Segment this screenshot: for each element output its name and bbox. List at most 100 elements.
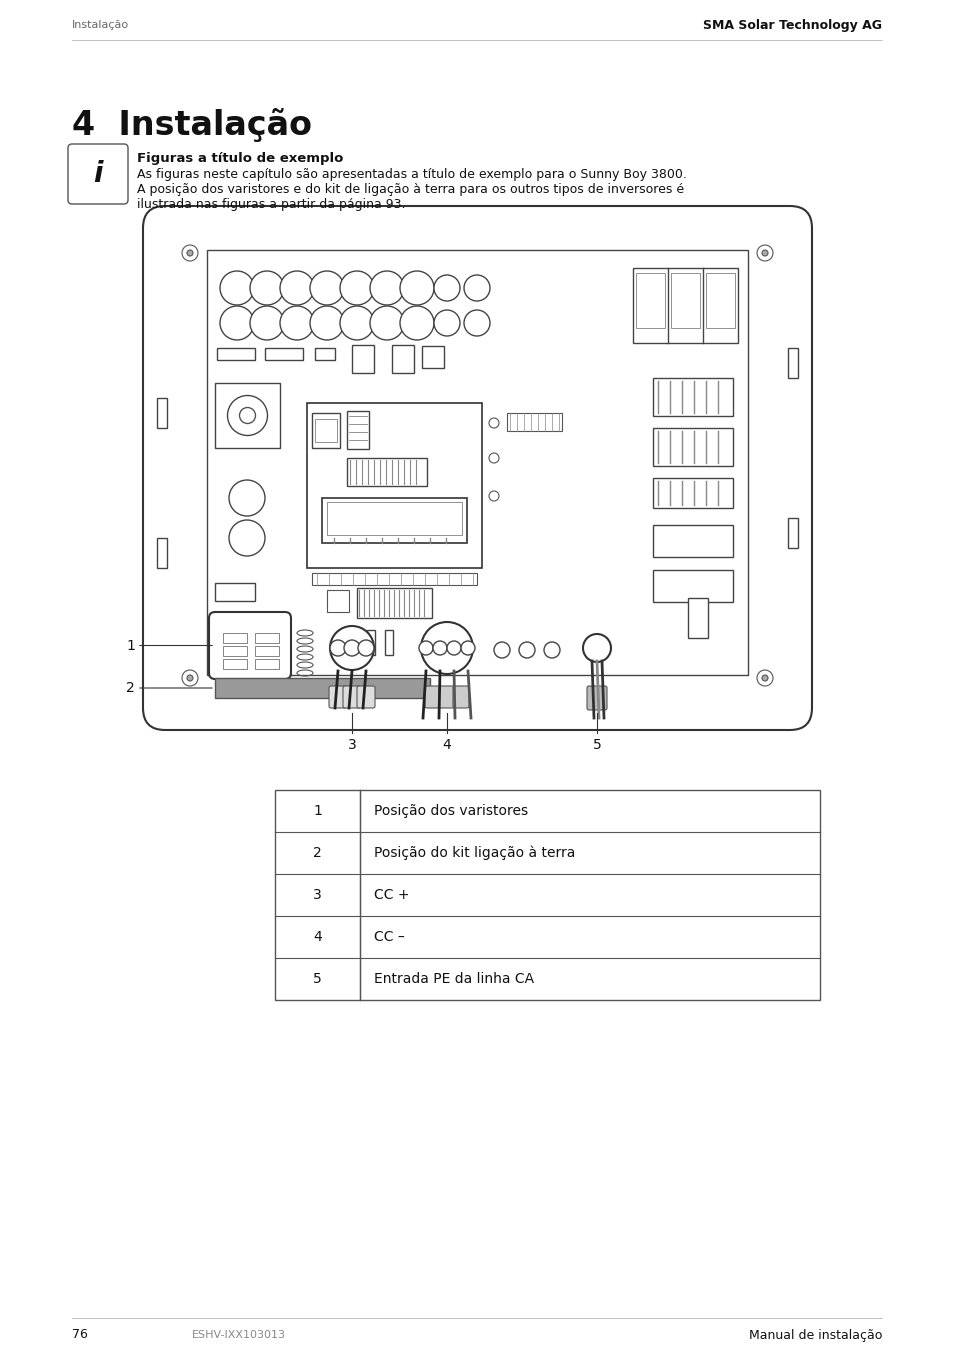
Circle shape: [330, 626, 374, 671]
Bar: [633, 268, 738, 343]
Bar: [356, 588, 432, 618]
Circle shape: [489, 453, 498, 462]
Bar: [652, 479, 732, 508]
Text: 4: 4: [442, 738, 451, 752]
Bar: [327, 502, 461, 535]
Bar: [214, 677, 430, 698]
Bar: [223, 646, 247, 656]
Text: i: i: [93, 160, 103, 188]
Circle shape: [761, 675, 767, 681]
Text: 2: 2: [126, 681, 135, 695]
Text: 4: 4: [313, 930, 321, 944]
Bar: [652, 571, 732, 602]
Bar: [787, 518, 797, 548]
Bar: [265, 347, 303, 360]
Circle shape: [182, 245, 198, 261]
Circle shape: [757, 671, 772, 685]
FancyBboxPatch shape: [586, 685, 606, 710]
Text: 1: 1: [313, 804, 321, 818]
Bar: [214, 583, 254, 602]
Circle shape: [399, 270, 434, 306]
Circle shape: [339, 270, 374, 306]
FancyBboxPatch shape: [68, 145, 128, 204]
Circle shape: [433, 641, 447, 654]
Text: 1: 1: [126, 638, 135, 653]
Bar: [385, 630, 393, 654]
Bar: [223, 658, 247, 669]
Text: 3: 3: [313, 888, 321, 902]
Bar: [216, 347, 254, 360]
Circle shape: [494, 642, 510, 658]
Bar: [254, 633, 278, 644]
FancyBboxPatch shape: [356, 685, 375, 708]
FancyBboxPatch shape: [438, 685, 455, 708]
Text: A posição dos varistores e do kit de ligação à terra para os outros tipos de inv: A posição dos varistores e do kit de lig…: [137, 183, 683, 196]
Circle shape: [434, 274, 459, 301]
Text: Entrada PE da linha CA: Entrada PE da linha CA: [374, 972, 534, 986]
Text: Posição dos varistores: Posição dos varistores: [374, 804, 528, 818]
Circle shape: [370, 270, 403, 306]
Text: Instalação: Instalação: [71, 20, 129, 30]
Circle shape: [582, 634, 610, 662]
Bar: [687, 598, 707, 638]
Circle shape: [518, 642, 535, 658]
Circle shape: [761, 250, 767, 256]
Circle shape: [310, 270, 344, 306]
Text: CC –: CC –: [374, 930, 404, 944]
Circle shape: [182, 671, 198, 685]
Bar: [254, 658, 278, 669]
Circle shape: [447, 641, 460, 654]
Bar: [392, 345, 414, 373]
Text: 5: 5: [313, 972, 321, 986]
Circle shape: [489, 491, 498, 502]
Bar: [506, 412, 561, 431]
Circle shape: [227, 396, 267, 435]
Text: 5: 5: [592, 738, 600, 752]
Text: Figuras a título de exemplo: Figuras a título de exemplo: [137, 151, 343, 165]
FancyBboxPatch shape: [329, 685, 347, 708]
Circle shape: [463, 310, 490, 337]
Bar: [352, 345, 374, 373]
Bar: [214, 383, 280, 448]
Circle shape: [280, 270, 314, 306]
Circle shape: [250, 306, 284, 339]
Circle shape: [489, 418, 498, 429]
Circle shape: [357, 639, 374, 656]
Bar: [347, 411, 369, 449]
FancyBboxPatch shape: [453, 685, 469, 708]
Bar: [652, 379, 732, 416]
Text: Manual de instalação: Manual de instalação: [748, 1329, 882, 1341]
Bar: [636, 273, 664, 329]
Circle shape: [229, 480, 265, 516]
Bar: [254, 646, 278, 656]
Text: 4  Instalação: 4 Instalação: [71, 108, 312, 142]
Bar: [421, 346, 443, 368]
Circle shape: [330, 639, 346, 656]
Bar: [670, 273, 700, 329]
Circle shape: [344, 639, 359, 656]
Bar: [652, 429, 732, 466]
Bar: [207, 250, 747, 675]
FancyBboxPatch shape: [143, 206, 811, 730]
Circle shape: [239, 407, 255, 423]
Text: 2: 2: [313, 846, 321, 860]
Text: 3: 3: [347, 738, 356, 752]
Circle shape: [434, 310, 459, 337]
Bar: [214, 618, 254, 635]
Circle shape: [220, 270, 253, 306]
Text: As figuras neste capítulo são apresentadas a título de exemplo para o Sunny Boy : As figuras neste capítulo são apresentad…: [137, 168, 686, 181]
Circle shape: [460, 641, 475, 654]
Circle shape: [220, 306, 253, 339]
Circle shape: [543, 642, 559, 658]
Bar: [223, 633, 247, 644]
Circle shape: [229, 521, 265, 556]
Circle shape: [370, 306, 403, 339]
FancyBboxPatch shape: [424, 685, 440, 708]
Bar: [327, 589, 349, 612]
Bar: [322, 498, 467, 544]
Bar: [274, 790, 820, 1000]
Bar: [705, 273, 734, 329]
Bar: [307, 403, 481, 568]
Circle shape: [418, 641, 433, 654]
Text: 76: 76: [71, 1329, 88, 1341]
